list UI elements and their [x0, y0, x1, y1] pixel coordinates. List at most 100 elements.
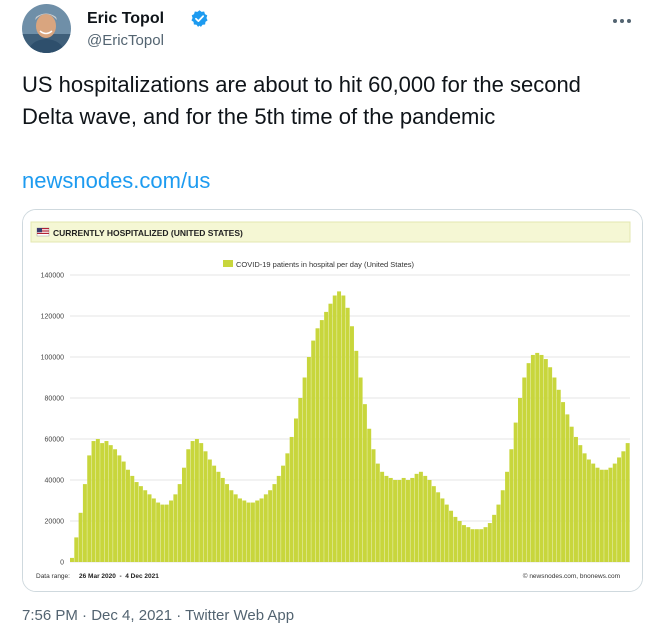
tweet-date[interactable]: Dec 4, 2021	[91, 607, 173, 624]
bar	[233, 494, 238, 562]
bar	[543, 359, 548, 562]
bar	[121, 461, 126, 562]
bar	[138, 486, 143, 562]
bar	[95, 439, 100, 562]
bar	[599, 469, 604, 562]
bar	[354, 350, 359, 562]
bar	[569, 426, 574, 562]
bar	[134, 482, 139, 562]
bar	[225, 484, 230, 562]
bar	[298, 398, 303, 562]
bar	[617, 457, 622, 562]
bar	[78, 512, 83, 562]
bar	[250, 502, 255, 562]
chart-title-banner	[30, 221, 631, 243]
bar	[259, 498, 264, 562]
data-range-label: Data range:	[36, 573, 70, 580]
author-name[interactable]: Eric Topol	[87, 10, 165, 27]
bar	[268, 490, 273, 562]
bar	[311, 340, 316, 562]
bar	[530, 354, 535, 562]
y-tick-label: 20000	[45, 519, 65, 526]
tweet-link[interactable]: newsnodes.com/us	[22, 168, 211, 193]
bar	[324, 311, 329, 562]
bar	[539, 354, 544, 562]
bar	[505, 471, 510, 562]
bar	[561, 402, 566, 562]
bar	[285, 453, 290, 562]
bar	[509, 449, 514, 562]
bar	[350, 326, 354, 562]
bar	[100, 443, 105, 562]
bar	[462, 525, 466, 562]
tweet-time[interactable]: 7:56 PM	[22, 607, 78, 624]
y-tick-label: 80000	[45, 396, 65, 403]
tweet-source-app[interactable]: Twitter Web App	[185, 607, 295, 624]
bar	[207, 459, 212, 562]
bar	[487, 523, 492, 562]
bar	[444, 504, 449, 562]
bar	[393, 480, 398, 562]
bar	[203, 451, 208, 562]
bar	[182, 467, 186, 562]
bar	[371, 449, 376, 562]
bar	[212, 465, 217, 562]
bar	[574, 436, 578, 562]
tweet-text: US hospitalizations are about to hit 60,…	[22, 72, 581, 129]
y-tick-label: 0	[60, 560, 64, 567]
bar	[91, 441, 96, 562]
avatar[interactable]	[22, 4, 71, 53]
bar	[608, 467, 613, 562]
bar	[276, 475, 281, 562]
bar	[194, 439, 199, 562]
bar	[87, 455, 92, 562]
bar	[466, 527, 471, 562]
bar	[431, 486, 436, 562]
bar	[306, 357, 311, 562]
y-tick-label: 100000	[41, 355, 64, 362]
bar	[246, 502, 251, 562]
bar	[470, 529, 475, 562]
bar	[604, 469, 609, 562]
bar	[518, 398, 522, 562]
bar	[418, 471, 423, 562]
chart-title: CURRENTLY HOSPITALIZED (UNITED STATES)	[53, 228, 243, 238]
bar	[595, 467, 600, 562]
bar	[315, 328, 320, 562]
bar	[104, 441, 109, 562]
bar	[457, 521, 462, 562]
author-handle[interactable]: @EricTopol	[87, 32, 164, 49]
y-tick-label: 120000	[41, 314, 64, 321]
bar	[147, 494, 152, 562]
tweet-meta: 7:56 PM · Dec 4, 2021 · Twitter Web App	[22, 607, 294, 624]
bar	[190, 441, 195, 562]
hospitalization-chart: CURRENTLY HOSPITALIZED (UNITED STATES) C…	[23, 210, 642, 591]
media-card[interactable]: CURRENTLY HOSPITALIZED (UNITED STATES) C…	[22, 209, 643, 592]
bar	[289, 436, 294, 562]
data-range-value: 26 Mar 2020 - 4 Dec 2021	[79, 573, 159, 580]
bar	[126, 469, 130, 562]
bar	[500, 490, 505, 562]
bar	[380, 471, 385, 562]
bar	[319, 320, 324, 562]
bar	[216, 471, 221, 562]
bar	[565, 414, 570, 562]
chart-source: © newsnodes.com, bnonews.com	[523, 572, 620, 580]
bar	[513, 422, 518, 562]
bar	[332, 295, 337, 562]
bar	[479, 529, 484, 562]
bar	[492, 514, 497, 562]
bar	[186, 449, 191, 562]
more-options-icon[interactable]	[610, 10, 634, 32]
bar	[199, 443, 204, 562]
bar	[384, 475, 389, 562]
bar	[177, 484, 182, 562]
bar	[582, 453, 587, 562]
bar	[341, 295, 346, 562]
bar	[151, 498, 156, 562]
bar	[526, 363, 531, 562]
bar	[358, 377, 363, 562]
bar	[427, 480, 432, 562]
bar	[406, 480, 410, 562]
bar	[591, 463, 596, 562]
